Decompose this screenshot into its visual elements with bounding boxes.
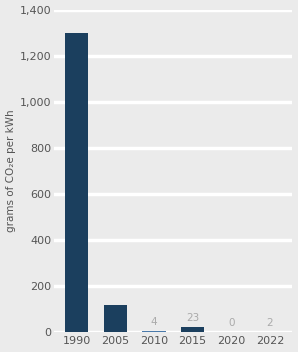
Text: 4: 4 bbox=[150, 317, 157, 327]
Y-axis label: grams of CO₂e per kWh: grams of CO₂e per kWh bbox=[6, 109, 15, 232]
Bar bbox=[104, 304, 127, 332]
Bar bbox=[142, 331, 166, 332]
Text: 0: 0 bbox=[228, 318, 235, 328]
Bar bbox=[181, 327, 204, 332]
Text: 23: 23 bbox=[186, 313, 199, 323]
Bar bbox=[65, 33, 88, 332]
Text: 2: 2 bbox=[267, 318, 273, 328]
